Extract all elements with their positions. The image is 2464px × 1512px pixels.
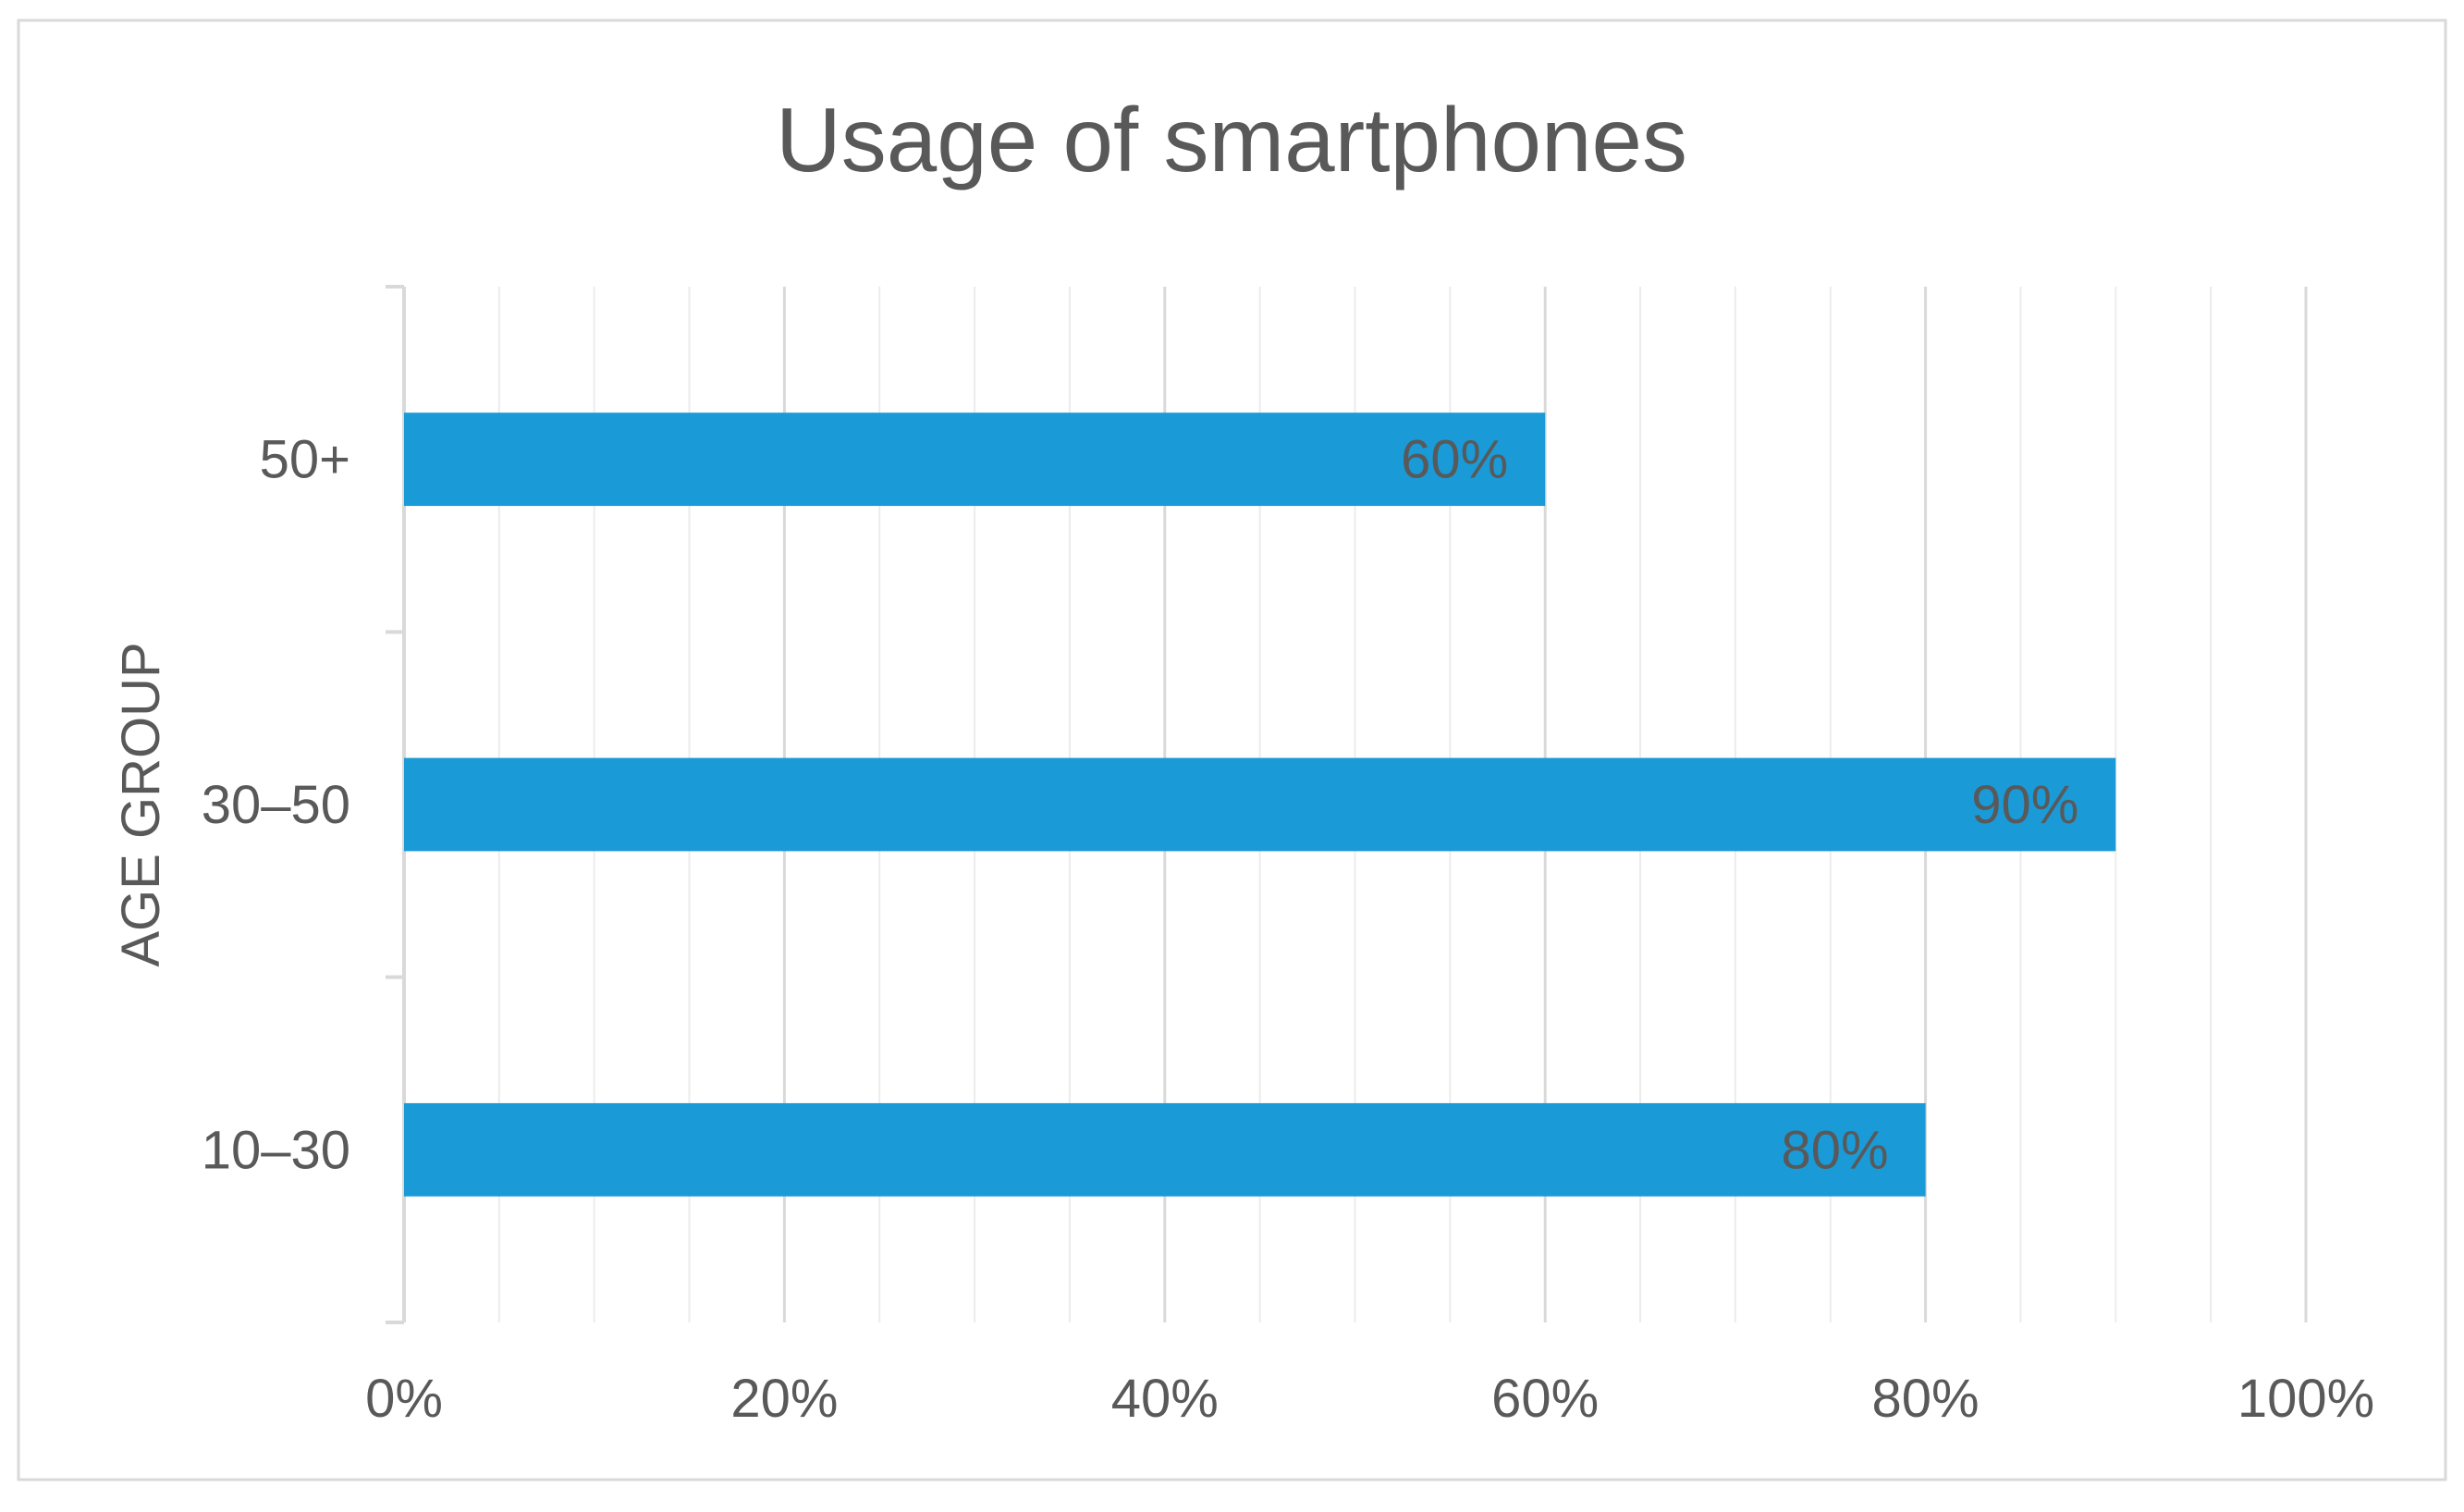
category-label: 30–50 bbox=[202, 775, 350, 835]
data-label: 80% bbox=[1782, 1120, 1889, 1180]
data-label: 60% bbox=[1401, 430, 1508, 490]
chart-title: Usage of smartphones bbox=[776, 89, 1687, 191]
x-tick-label: 100% bbox=[2237, 1369, 2374, 1429]
bars-layer bbox=[404, 412, 2116, 1197]
x-tick-label: 20% bbox=[730, 1369, 838, 1429]
bar bbox=[404, 412, 1546, 507]
x-tick-label: 0% bbox=[365, 1369, 443, 1429]
category-label: 10–30 bbox=[202, 1120, 350, 1180]
x-tick-label: 60% bbox=[1491, 1369, 1599, 1429]
x-tick-label: 40% bbox=[1111, 1369, 1219, 1429]
chart-border bbox=[17, 18, 2447, 1481]
data-label: 90% bbox=[1971, 775, 2078, 835]
x-tick-label: 80% bbox=[1872, 1369, 1980, 1429]
y-axis-title: AGE GROUP bbox=[111, 642, 171, 966]
bar bbox=[404, 757, 2116, 852]
category-label: 50+ bbox=[260, 430, 350, 490]
labels-layer: 60% 50+ 90% 30–50 80% 10–30 0% 20% 40% 60% 80% 100% bbox=[202, 430, 2374, 1429]
bar bbox=[404, 1102, 1926, 1197]
